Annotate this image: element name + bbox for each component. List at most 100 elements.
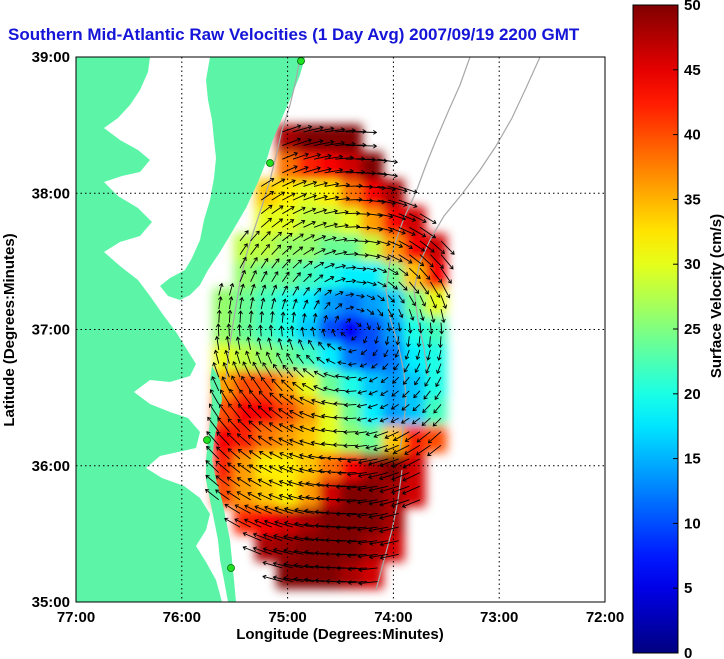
velocity-arrow [248,420,262,433]
velocity-arrow [215,475,230,487]
velocity-arrow [282,137,302,147]
velocity-arrow [343,402,357,408]
velocity-arrow [427,336,433,349]
velocity-arrow [206,445,220,460]
velocity-arrow [260,243,270,255]
velocity-arrow [303,273,312,283]
velocity-arrow [257,405,273,419]
velocity-arrow [323,372,336,378]
velocity-arrow [365,444,378,450]
velocity-cell [297,342,320,371]
velocity-arrow [303,125,324,133]
velocity-arrow [429,295,437,309]
velocity-arrow [273,533,294,542]
colorbar-tick-label: 35 [684,191,701,208]
velocity-arrow [226,323,232,337]
y-axis-label: Latitude (Degrees:Minutes) [1,233,18,426]
velocity-arrow [313,287,322,296]
velocity-arrow [313,194,328,201]
velocity-arrow [377,267,388,274]
velocity-arrow [377,226,394,233]
velocity-cell [403,397,426,426]
velocity-arrow [387,185,408,193]
velocity-arrow [401,485,421,495]
velocity-arrow [248,450,262,460]
velocity-arrow [379,526,399,534]
velocity-arrow [440,267,452,284]
velocity-arrow [324,496,346,502]
velocity-arrow [303,138,324,147]
velocity-arrow [234,504,251,514]
velocity-arrow [221,376,230,392]
velocity-arrow [335,290,344,296]
velocity-arrow [346,472,367,477]
velocity-arrow [226,490,241,501]
velocity-arrow [378,472,399,481]
velocity-arrow [331,328,336,337]
velocity-arrow [308,453,325,460]
x-tick-labels: 77:00 76:00 75:00 74:00 73:00 72:00 [57,609,624,626]
velocity-arrow [357,458,378,465]
velocity-arrow [398,254,413,264]
colorbar-tick-label: 45 [684,62,701,79]
velocity-arrow [356,266,367,272]
velocity-arrow [419,281,429,295]
velocity-arrow [440,240,455,255]
velocity-arrow [356,130,378,135]
velocity-arrow [406,336,411,348]
velocity-arrow [205,474,220,487]
velocity-arrow [273,547,294,555]
velocity-arrow [324,222,338,228]
velocity-arrow [400,417,410,424]
velocity-arrow [356,143,378,149]
velocity-arrow [303,247,315,255]
velocity-arrow [357,499,378,505]
velocity-cell [276,342,299,371]
velocity-arrow [337,470,357,476]
velocity-arrow [347,580,367,585]
velocity-arrow [224,503,241,514]
velocity-arrow [271,231,283,242]
velocity-arrows [204,124,455,586]
velocity-arrow [356,322,362,327]
velocity-arrow [345,389,357,394]
velocity-arrow [234,518,251,528]
velocity-arrow [334,315,340,323]
velocity-arrow [271,191,286,201]
velocity-arrow [281,298,287,310]
velocity-arrow [249,296,255,310]
velocity-arrow [293,535,315,542]
velocity-arrow [335,497,357,503]
velocity-arrow [239,269,246,282]
velocity-arrow [367,403,378,410]
velocity-arrow [222,361,230,378]
velocity-arrow [413,390,421,399]
velocity-arrow [393,431,410,442]
velocity-arrow [303,194,317,201]
velocity-arrow [244,504,262,514]
velocity-arrow [334,303,343,310]
velocity-arrow [326,469,346,475]
velocity-arrow [314,126,335,133]
velocity-arrow [324,181,340,187]
velocity-arrow [387,308,394,318]
velocity-arrow [292,298,298,310]
velocity-arrow [281,285,288,296]
velocity-arrow [274,506,294,514]
velocity-arrow [414,363,421,374]
velocity-arrow [294,521,315,528]
velocity-arrow [278,479,294,487]
velocity-arrow [367,472,389,480]
velocity-arrow [440,309,446,324]
velocity-arrow [239,296,244,310]
velocity-arrow [324,276,335,283]
velocity-arrow [365,431,378,437]
velocity-arrow [252,532,272,542]
velocity-arrow [377,213,394,219]
velocity-arrow [356,239,369,244]
velocity-arrow [368,376,378,383]
velocity-arrow [254,505,272,514]
colorbar-tick-label: 10 [684,515,701,532]
velocity-arrow [281,245,293,255]
velocity-arrow [415,349,421,361]
